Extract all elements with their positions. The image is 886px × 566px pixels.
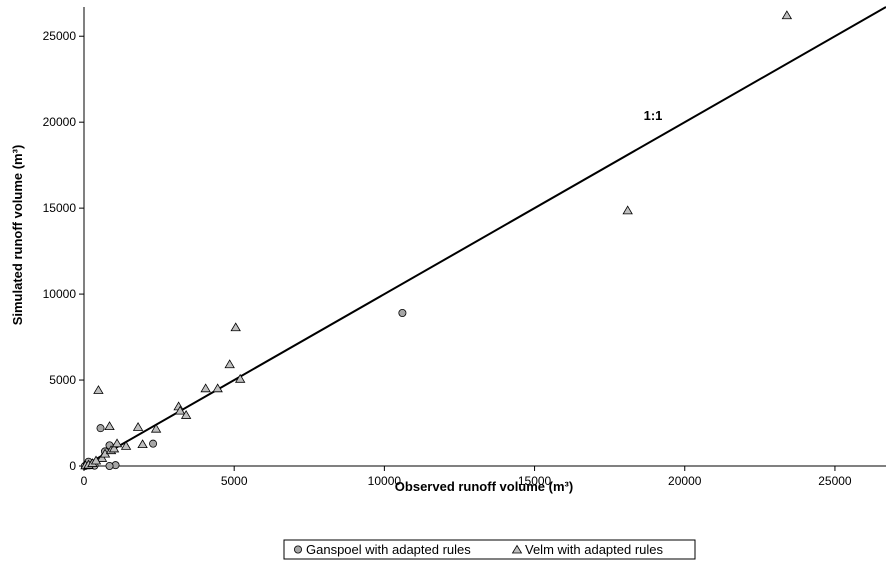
data-point-triangle (96, 452, 108, 462)
x-tick-label: 25000 (818, 474, 852, 488)
legend: Ganspoel with adapted rules Velm with ad… (283, 539, 696, 560)
data-point-circle (149, 439, 158, 448)
data-point-circle (105, 461, 114, 470)
data-point-triangle (120, 440, 132, 450)
data-points (80, 10, 793, 470)
y-tick-label: 25000 (43, 29, 77, 43)
legend-marker-ganspoel (293, 545, 302, 554)
reference-line-label: 1:1 (644, 108, 663, 123)
data-point-triangle (137, 439, 148, 449)
data-point-triangle (234, 373, 246, 383)
data-point-triangle (104, 421, 115, 431)
data-point-triangle (180, 409, 192, 419)
data-point-triangle (111, 438, 123, 448)
data-point-triangle (230, 322, 241, 332)
data-point-triangle (174, 405, 186, 415)
y-tick-label: 20000 (43, 115, 77, 129)
data-point-triangle (93, 385, 104, 394)
data-point-triangle (108, 443, 120, 453)
reference-line-group (83, 6, 886, 467)
data-point-triangle (212, 383, 223, 393)
x-axis-label: Observed runoff volume (m³) (395, 479, 573, 494)
y-axis-label: Simulated runoff volume (m³) (10, 145, 25, 326)
x-tick-label: 5000 (221, 474, 248, 488)
legend-box (283, 539, 696, 560)
legend-label-velm: Velm with adapted rules (525, 542, 664, 557)
y-tick-label: 5000 (49, 373, 76, 387)
data-point-circle (96, 424, 105, 433)
series-ganspoel (80, 308, 407, 470)
data-point-triangle (90, 455, 102, 465)
legend-marker-velm (511, 544, 523, 554)
series-velm (80, 10, 793, 470)
axes: 0 5000 10000 15000 20000 25000 0 5000 10000 15000… (43, 7, 886, 488)
data-point-triangle (224, 359, 235, 369)
data-point-triangle (132, 422, 144, 431)
data-point-triangle (200, 383, 211, 393)
data-point-triangle (781, 10, 793, 20)
data-point-triangle (150, 423, 162, 433)
data-point-circle (398, 308, 407, 317)
reference-line-1-1 (83, 6, 886, 467)
x-tick-label: 20000 (668, 474, 702, 488)
x-tick-label: 15000 (518, 474, 552, 488)
data-point-triangle (622, 205, 633, 215)
y-tick-label: 15000 (43, 201, 77, 215)
legend-label-ganspoel: Ganspoel with adapted rules (306, 542, 471, 557)
y-tick-label: 0 (69, 459, 76, 473)
x-tick-label: 10000 (368, 474, 402, 488)
x-tick-label: 0 (81, 474, 88, 488)
y-tick-label: 10000 (43, 287, 77, 301)
